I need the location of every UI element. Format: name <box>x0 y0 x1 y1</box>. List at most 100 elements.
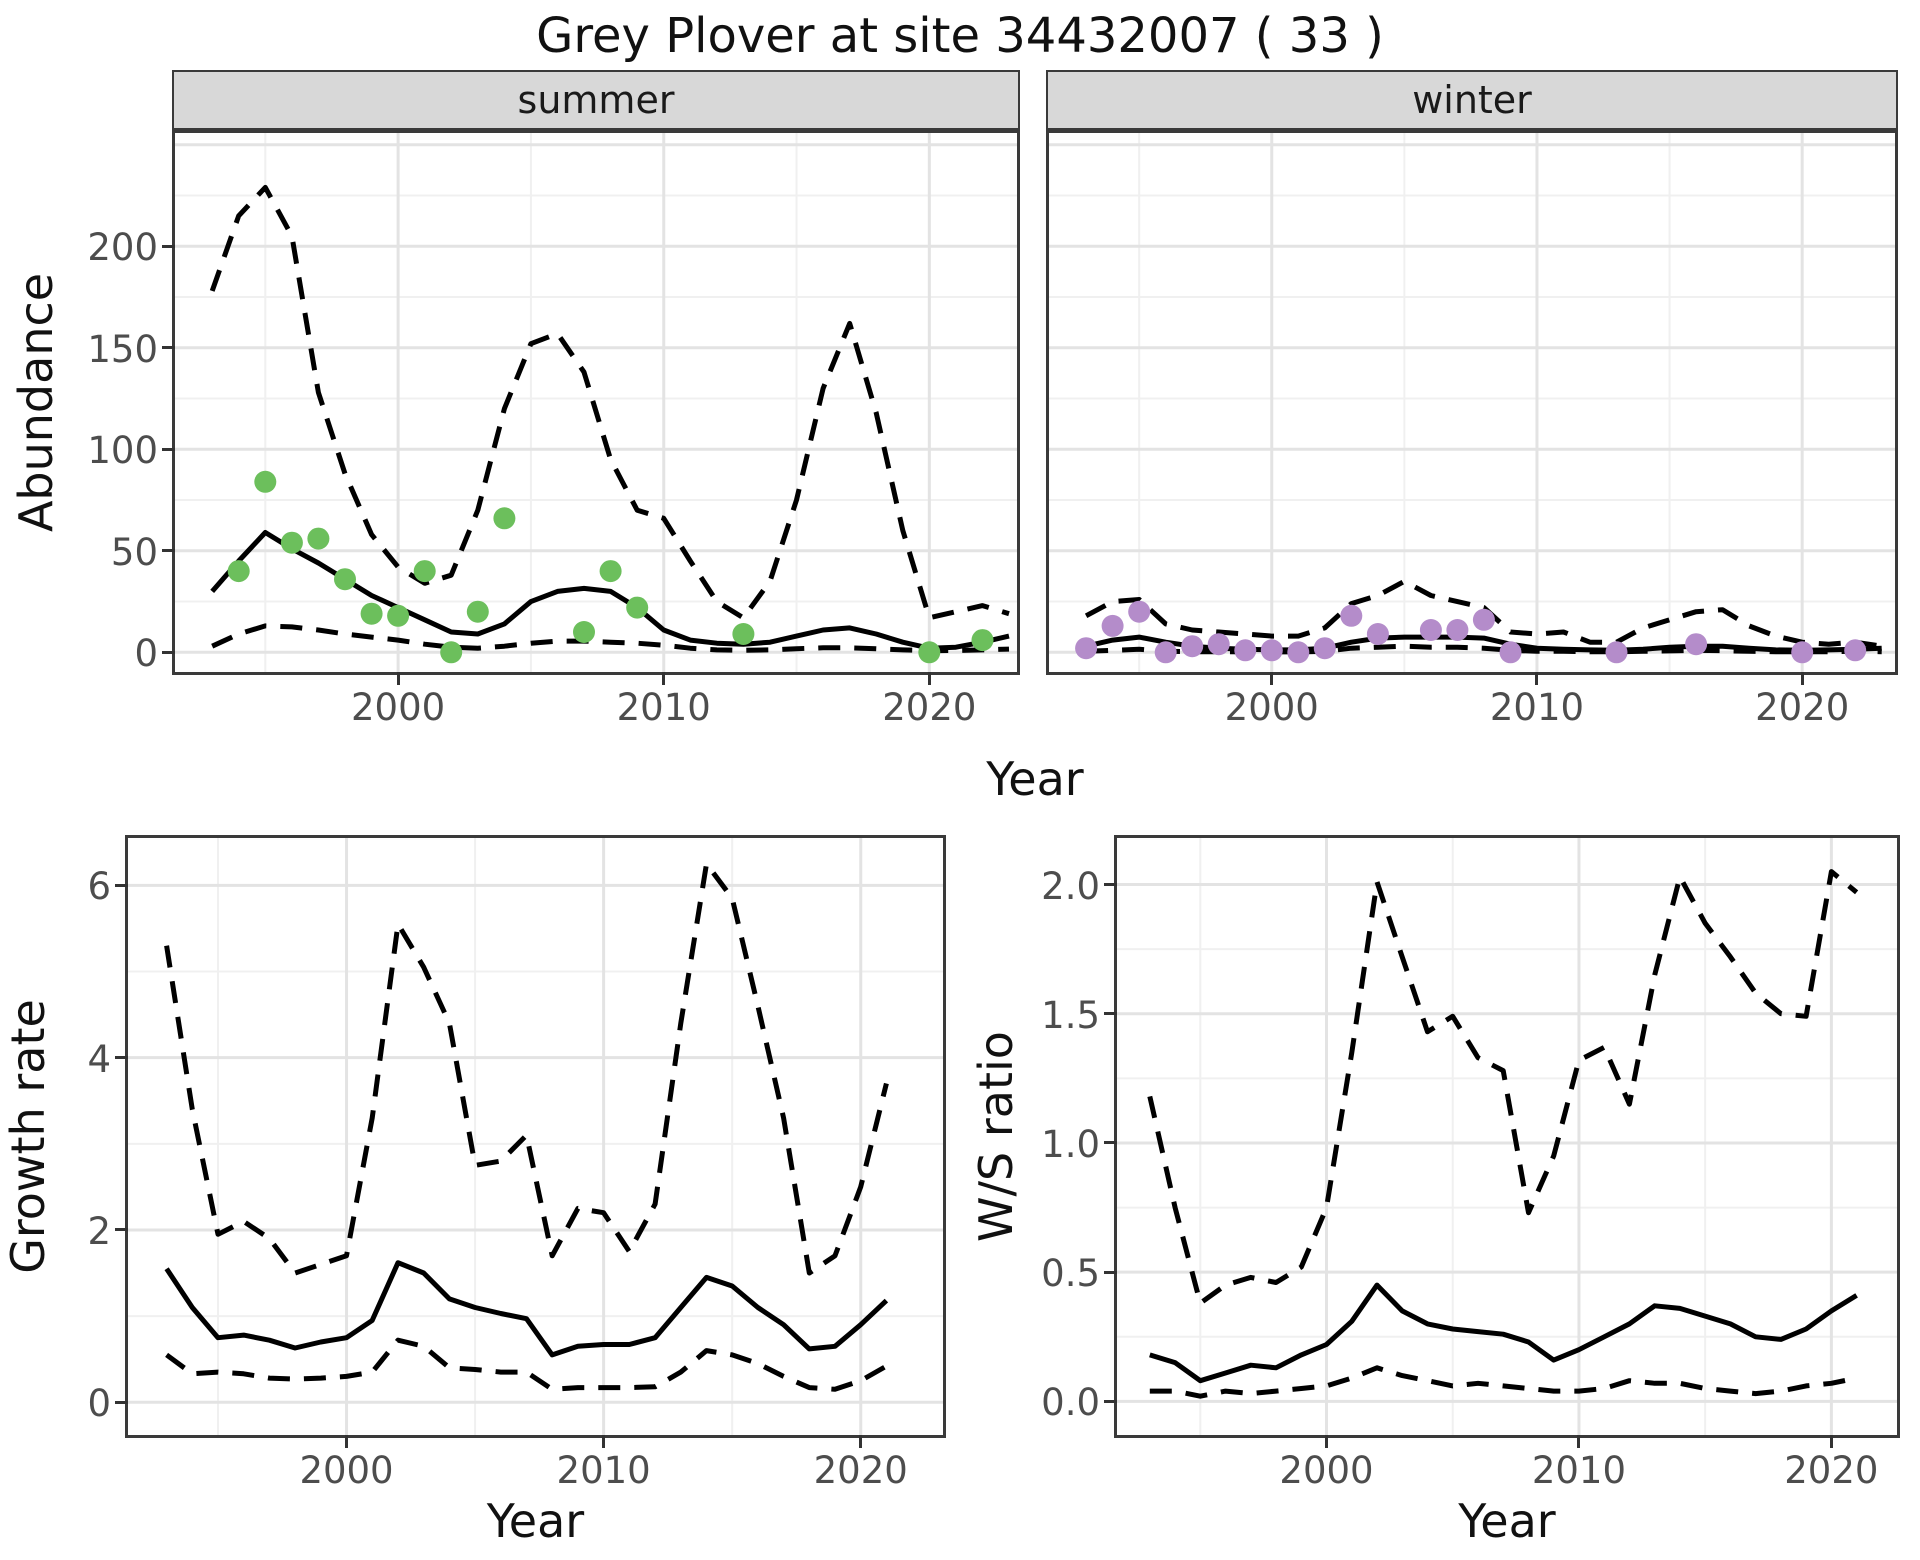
ws-ci-lower-line <box>1149 1365 1858 1399</box>
summer-observed-point <box>971 629 994 652</box>
winter-x-tick-label: 2020 <box>1755 686 1850 729</box>
panel-growth-rate: 2000 2010 2020 0 2 4 6 <box>87 835 946 1489</box>
winter-observed-point <box>1260 639 1283 662</box>
plot-title: Grey Plover at site 34432007 ( 33 ) <box>536 8 1384 64</box>
summer-x-tick-mark <box>927 672 931 685</box>
summer-ci-upper-line <box>209 184 1010 621</box>
ws-fitted-line <box>1149 1282 1858 1384</box>
y-axis-title-growth: Growth rate <box>1 999 55 1274</box>
winter-observed-point <box>1154 641 1177 664</box>
winter-x-tick-label: 2010 <box>1489 686 1585 729</box>
summer-ci-lower-line <box>211 623 1010 654</box>
ws-y-tick-label: 0.0 <box>1041 1381 1100 1425</box>
winter-observed-point <box>1207 633 1230 656</box>
winter-observed-point <box>1419 619 1442 641</box>
panel-winter-abundance: 2000 2010 2020 <box>1046 130 1898 726</box>
summer-observed-point <box>599 560 622 583</box>
summer-plot-svg <box>175 133 1017 672</box>
summer-observed-point <box>918 641 941 664</box>
summer-x-tick-mark <box>662 672 666 685</box>
y-axis-title-abundance: Abundance <box>9 273 63 532</box>
ws-y-tick-label: 1.5 <box>1041 993 1100 1037</box>
growth-y-tick-mark <box>115 1056 128 1060</box>
winter-x-tick-mark <box>1800 672 1804 685</box>
summer-observed-point <box>387 604 410 627</box>
summer-observed-point <box>732 623 755 645</box>
summer-observed-point <box>493 507 516 530</box>
winter-x-tick-label: 2000 <box>1224 686 1319 729</box>
winter-observed-point <box>1181 635 1204 658</box>
panel-ws-ratio: 2000 2010 2020 0.0 0.5 1.0 1.5 2.0 <box>1041 835 1900 1489</box>
winter-observed-point <box>1472 608 1495 631</box>
summer-observed-point <box>413 560 436 583</box>
growth-x-tick-mark <box>345 1435 349 1448</box>
growth-x-tick-mark <box>602 1435 606 1448</box>
ws-x-tick-mark <box>1325 1435 1328 1448</box>
summer-y-tick-mark <box>162 447 175 451</box>
growth-y-tick-label: 0 <box>87 1382 111 1426</box>
facet-label-summer: summer <box>517 78 675 122</box>
winter-observed-point <box>1446 619 1469 641</box>
winter-observed-point <box>1287 641 1310 664</box>
summer-observed-point <box>334 568 356 591</box>
ws-x-tick-mark <box>1577 1435 1581 1448</box>
winter-observed-point <box>1791 641 1814 664</box>
winter-observed-point <box>1844 639 1867 662</box>
summer-x-tick-label: 2010 <box>616 686 711 729</box>
winter-plot-svg <box>1049 133 1895 672</box>
summer-y-tick-label: 200 <box>87 226 158 270</box>
growth-y-tick-label: 2 <box>87 1209 111 1253</box>
summer-y-tick-mark <box>162 346 175 350</box>
ws-y-tick-mark <box>1104 883 1117 887</box>
ws-x-tick-mark <box>1829 1435 1833 1448</box>
growth-x-tick-label: 2020 <box>813 1449 908 1492</box>
winter-x-tick-mark <box>1535 672 1539 685</box>
ws-x-tick-label: 2000 <box>1279 1449 1374 1492</box>
panel-summer-abundance: 2000 2010 2020 0 50 100 150 200 <box>87 130 1020 726</box>
facet-label-winter: winter <box>1412 78 1532 122</box>
growth-ci-upper-line <box>164 861 889 1276</box>
winter-observed-point <box>1313 637 1336 660</box>
summer-x-tick-label: 2000 <box>351 686 446 729</box>
growth-x-tick-mark <box>859 1435 863 1448</box>
summer-observed-point <box>280 531 303 554</box>
ws-y-tick-mark <box>1104 1141 1117 1145</box>
summer-observed-point <box>307 527 330 550</box>
growth-y-tick-mark <box>115 1400 128 1404</box>
ws-y-tick-mark <box>1104 1012 1117 1016</box>
winter-observed-point <box>1101 614 1124 637</box>
winter-observed-point <box>1340 604 1363 627</box>
growth-x-tick-label: 2000 <box>299 1449 394 1492</box>
winter-observed-point <box>1075 637 1098 660</box>
ws-y-tick-mark <box>1104 1270 1117 1274</box>
winter-ci-upper-line <box>1084 578 1883 649</box>
summer-y-tick-label: 50 <box>110 530 158 574</box>
summer-x-tick-mark <box>396 672 400 685</box>
growth-fitted-line <box>164 1260 889 1358</box>
winter-observed-point <box>1685 633 1708 656</box>
summer-y-tick-label: 150 <box>87 327 158 371</box>
ws-y-tick-label: 0.5 <box>1041 1252 1100 1296</box>
summer-observed-point <box>254 470 277 493</box>
growth-y-tick-mark <box>115 1228 128 1232</box>
summer-observed-point <box>440 641 463 664</box>
winter-observed-point <box>1128 600 1151 623</box>
summer-observed-point <box>227 560 250 583</box>
ws-y-tick-mark <box>1104 1399 1117 1403</box>
ws-y-tick-label: 2.0 <box>1041 864 1100 908</box>
summer-y-tick-label: 100 <box>87 429 158 473</box>
winter-ci-lower-line <box>1086 643 1882 655</box>
ws-plot-svg <box>1117 838 1897 1435</box>
ws-y-tick-label: 1.0 <box>1041 1122 1100 1166</box>
winter-observed-point <box>1366 623 1389 645</box>
winter-observed-point <box>1234 639 1257 662</box>
x-axis-title-ws: Year <box>1458 1494 1556 1548</box>
winter-x-tick-mark <box>1270 672 1274 685</box>
growth-y-tick-label: 4 <box>87 1037 111 1081</box>
ws-x-tick-label: 2020 <box>1784 1449 1879 1492</box>
summer-observed-point <box>573 621 595 643</box>
y-axis-title-ws-svg: W/S ratio <box>969 1031 1023 1242</box>
growth-ci-lower-line <box>165 1337 888 1392</box>
summer-observed-point <box>360 602 383 625</box>
